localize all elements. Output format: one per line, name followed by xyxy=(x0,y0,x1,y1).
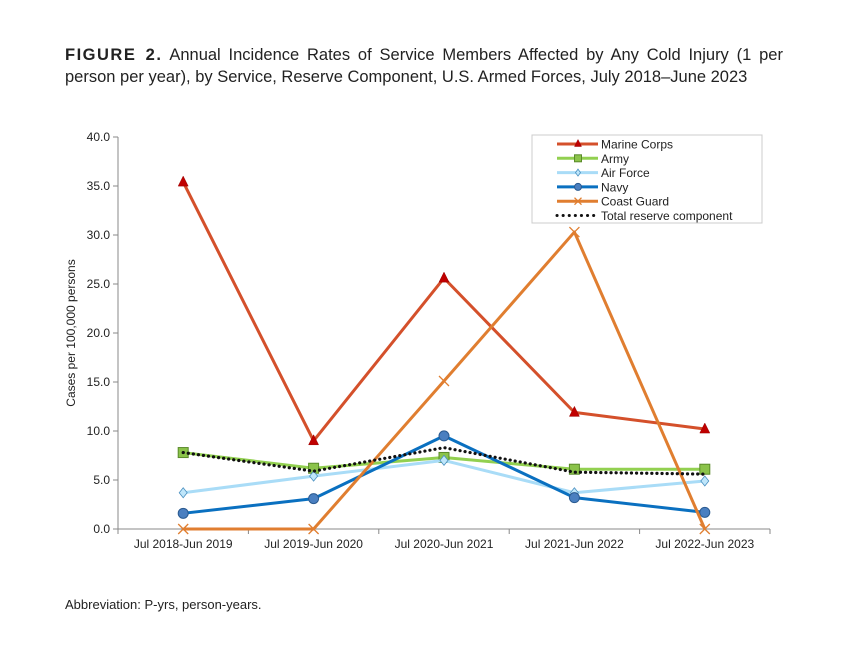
figure-label: FIGURE 2. xyxy=(65,46,163,64)
x-tick-label: Jul 2019-Jun 2020 xyxy=(264,537,363,551)
y-tick-label: 5.0 xyxy=(93,473,110,487)
footnote: Abbreviation: P-yrs, person-years. xyxy=(65,597,262,612)
legend-label: Marine Corps xyxy=(601,138,673,152)
y-tick-label: 40.0 xyxy=(87,130,111,144)
legend-label: Coast Guard xyxy=(601,195,669,209)
circle-marker xyxy=(568,492,580,504)
diamond-marker xyxy=(309,470,319,482)
circle-marker xyxy=(308,493,320,505)
y-tick-label: 0.0 xyxy=(93,522,110,536)
triangle-marker xyxy=(438,271,450,283)
square-marker xyxy=(568,463,580,475)
diamond-marker xyxy=(439,454,449,467)
series-air-force xyxy=(178,454,710,499)
series-navy xyxy=(177,430,711,519)
legend-label: Total reserve component xyxy=(601,209,733,223)
circle-marker xyxy=(699,506,711,518)
square-marker xyxy=(574,154,582,163)
x-marker xyxy=(177,523,189,535)
square-marker xyxy=(699,463,711,475)
x-tick-label: Jul 2021-Jun 2022 xyxy=(525,537,624,551)
y-tick-label: 35.0 xyxy=(87,179,111,193)
series-line xyxy=(181,446,707,476)
diamond-marker xyxy=(575,168,581,177)
series-total-reserve-component xyxy=(181,446,707,476)
y-tick-label: 20.0 xyxy=(87,326,111,340)
triangle-marker xyxy=(574,138,582,147)
y-tick-label: 25.0 xyxy=(87,277,111,291)
x-marker xyxy=(568,226,580,238)
circle-marker xyxy=(438,430,450,442)
x-marker xyxy=(574,197,582,206)
legend-box xyxy=(531,134,763,224)
figure-title: FIGURE 2. Annual Incidence Rates of Serv… xyxy=(65,44,783,88)
legend-label: Navy xyxy=(601,180,628,194)
diamond-marker xyxy=(178,487,188,499)
x-tick-label: Jul 2018-Jun 2019 xyxy=(134,537,233,551)
triangle-marker xyxy=(308,434,320,446)
y-tick-label: 10.0 xyxy=(87,424,111,438)
y-axis-label: Cases per 100,000 persons xyxy=(64,259,78,406)
x-tick-label: Jul 2020-Jun 2021 xyxy=(395,537,494,551)
circle-marker xyxy=(177,507,189,519)
triangle-marker xyxy=(699,422,711,434)
figure-title-text: Annual Incidence Rates of Service Member… xyxy=(65,46,783,86)
diamond-marker xyxy=(700,475,710,487)
x-tick-label: Jul 2022-Jun 2023 xyxy=(655,537,754,551)
series-coast-guard xyxy=(177,226,711,535)
series-marine-corps xyxy=(177,175,711,446)
legend-label: Air Force xyxy=(601,166,650,180)
x-marker xyxy=(438,375,450,387)
x-marker xyxy=(699,523,711,535)
y-tick-label: 30.0 xyxy=(87,228,111,242)
x-marker xyxy=(308,523,320,535)
triangle-marker xyxy=(177,175,189,187)
legend-label: Army xyxy=(601,152,629,166)
triangle-marker xyxy=(568,405,580,417)
circle-marker xyxy=(574,182,582,191)
y-tick-label: 15.0 xyxy=(87,375,111,389)
